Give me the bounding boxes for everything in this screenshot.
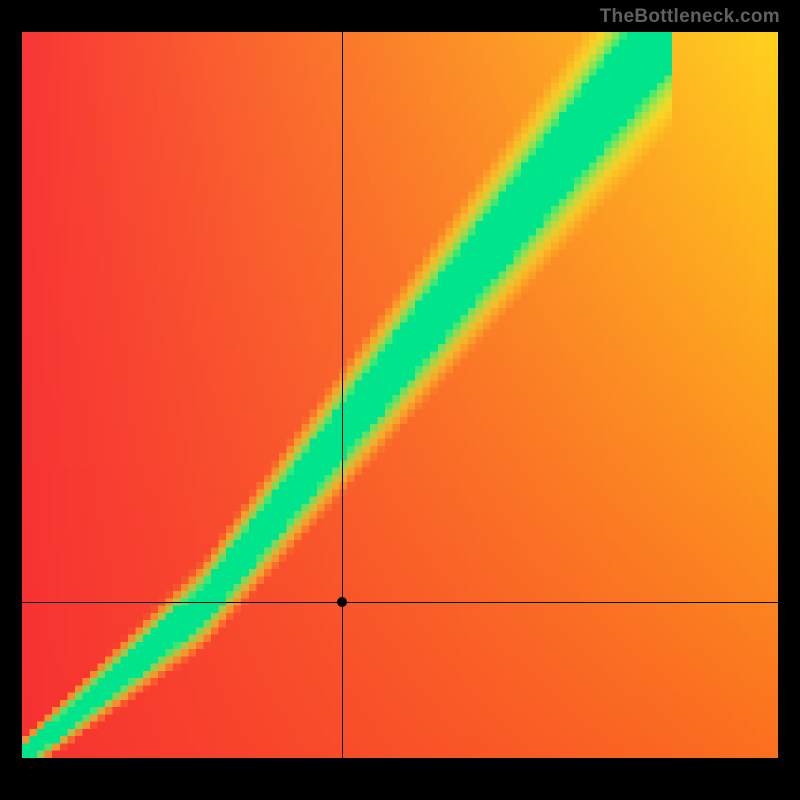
heatmap-canvas (22, 32, 778, 758)
watermark-text: TheBottleneck.com (600, 6, 780, 28)
crosshair-vertical (342, 32, 343, 758)
bottleneck-heatmap (22, 32, 778, 758)
crosshair-marker (337, 597, 347, 607)
crosshair-horizontal (22, 602, 778, 603)
